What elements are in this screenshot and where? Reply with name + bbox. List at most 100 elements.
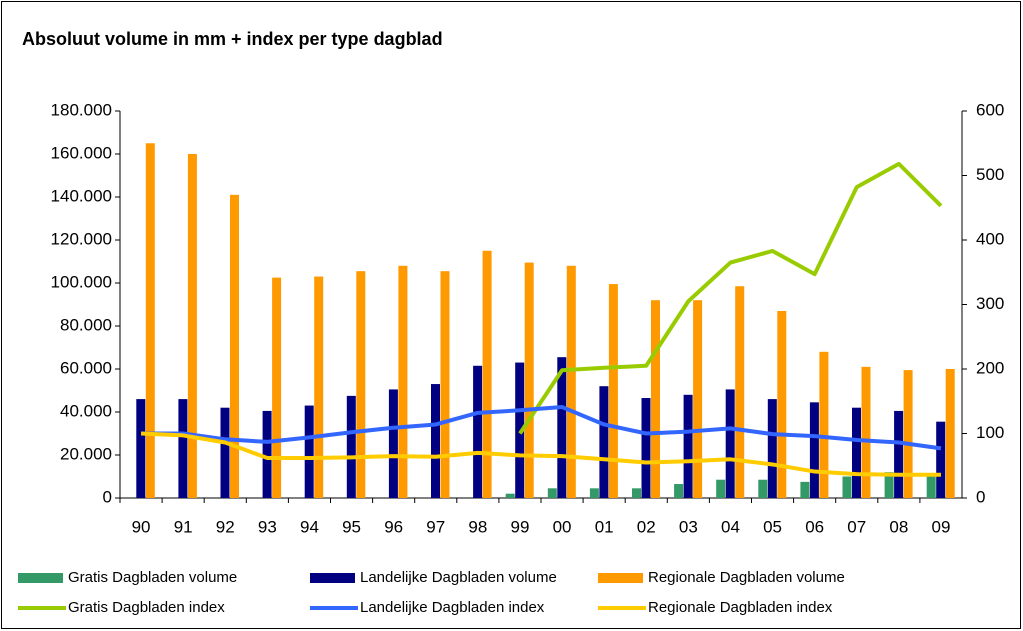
x-tick-label: 02 (637, 517, 656, 536)
x-tick-label: 01 (595, 517, 614, 536)
bar (473, 365, 483, 498)
y-tick-label: 140.000 (51, 186, 112, 205)
bar (758, 479, 768, 498)
y-tick-label: 40.000 (60, 401, 112, 420)
bar (608, 284, 618, 498)
x-tick-label: 08 (889, 517, 908, 536)
legend-swatch (310, 573, 355, 583)
bar (136, 399, 146, 498)
bar (388, 389, 398, 498)
x-tick-label: 00 (553, 517, 572, 536)
legend-swatch (18, 573, 63, 583)
bar (926, 475, 936, 498)
bar (632, 488, 641, 498)
y2-tick-label: 200 (976, 358, 1004, 377)
x-tick-label: 91 (174, 517, 193, 536)
bar (178, 399, 188, 498)
bar (230, 194, 239, 498)
bar (524, 262, 534, 498)
y-tick-label: 80.000 (60, 315, 112, 334)
y2-tick-label: 600 (976, 100, 1004, 119)
x-tick-label: 90 (132, 517, 151, 536)
bar (398, 265, 408, 498)
bar (894, 410, 904, 498)
y-tick-label: 180.000 (51, 100, 112, 119)
x-tick-label: 06 (805, 517, 824, 536)
legend-label: Gratis Dagbladen index (68, 599, 225, 616)
legend-label: Landelijke Dagbladen index (360, 599, 545, 616)
y2-tick-label: 300 (976, 294, 1004, 313)
line (140, 431, 941, 477)
y2-tick-label: 500 (976, 165, 1004, 184)
bar (431, 384, 440, 498)
bar (674, 484, 684, 498)
bar (903, 370, 913, 498)
x-tick-label: 05 (763, 517, 782, 536)
y2-tick-label: 400 (976, 229, 1004, 248)
legend-label: Landelijke Dagbladen volume (360, 569, 557, 586)
bar (725, 389, 735, 498)
bar (716, 479, 726, 498)
bar (945, 369, 955, 498)
bar (314, 276, 324, 498)
y2-tick-label: 0 (976, 487, 985, 506)
y-tick-label: 160.000 (51, 143, 112, 162)
bar (936, 421, 946, 498)
x-tick-label: 95 (342, 517, 361, 536)
bar (566, 265, 576, 498)
chart-title: Absoluut volume in mm + index per type d… (22, 29, 443, 49)
bar (651, 300, 660, 498)
bar (819, 351, 829, 498)
x-tick-label: 92 (216, 517, 235, 536)
bar (767, 399, 777, 498)
bar (641, 398, 651, 498)
y-tick-label: 60.000 (60, 358, 112, 377)
bar (693, 300, 703, 498)
bar (145, 143, 155, 498)
bar (304, 405, 314, 498)
bar (842, 476, 852, 498)
bar (187, 154, 197, 498)
y-tick-label: 120.000 (51, 229, 112, 248)
bar (861, 366, 871, 498)
y-tick-label: 100.000 (51, 272, 112, 291)
bar (777, 310, 787, 498)
bar (346, 395, 356, 498)
x-tick-label: 03 (679, 517, 698, 536)
x-tick-label: 98 (468, 517, 487, 536)
bar (505, 493, 515, 498)
bar (884, 472, 894, 498)
y2-tick-label: 100 (976, 423, 1004, 442)
x-tick-label: 99 (510, 517, 529, 536)
legend-label: Regionale Dagbladen volume (648, 569, 845, 586)
bar (735, 286, 745, 498)
bar (599, 386, 609, 498)
legend-label: Gratis Dagbladen volume (68, 569, 237, 586)
x-tick-label: 09 (931, 517, 950, 536)
bar (272, 277, 282, 498)
legend-swatch (598, 573, 643, 583)
line (141, 405, 942, 451)
legend-label: Regionale Dagbladen index (648, 599, 833, 616)
x-tick-label: 93 (258, 517, 277, 536)
x-tick-label: 04 (721, 517, 740, 536)
bar (800, 481, 810, 498)
y-tick-label: 0 (103, 487, 112, 506)
bar (589, 488, 599, 498)
bar (809, 402, 819, 498)
bar (262, 410, 272, 498)
bar (440, 271, 450, 498)
bar (482, 250, 492, 498)
bar (547, 488, 557, 498)
x-tick-label: 96 (384, 517, 403, 536)
y-tick-label: 20.000 (60, 444, 112, 463)
bar (852, 407, 861, 498)
bar (356, 271, 366, 498)
line (518, 161, 943, 435)
bar (683, 394, 693, 498)
x-tick-label: 97 (426, 517, 445, 536)
x-tick-label: 07 (847, 517, 866, 536)
bar (220, 407, 230, 498)
